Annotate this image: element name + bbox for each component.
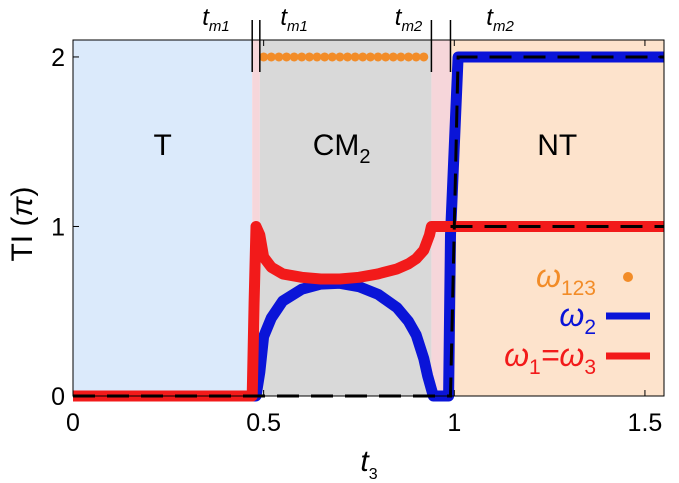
region-NT (450, 40, 664, 396)
series-dot (373, 52, 383, 62)
y-tick-label: 0 (51, 383, 65, 411)
top-label: tm2 (395, 4, 423, 35)
series-dot (312, 52, 322, 62)
accent-mark: ¨ (489, 0, 498, 14)
series-dot (358, 52, 368, 62)
y-tick-label: 1 (51, 213, 65, 241)
series-dot (350, 52, 360, 62)
series-dot (274, 52, 284, 62)
legend-label-0: ω123 (536, 258, 596, 300)
series-dot (343, 52, 353, 62)
series-dot (259, 52, 269, 62)
series-dot (411, 52, 421, 62)
plot-border (72, 39, 665, 397)
plot-frame (72, 39, 665, 397)
region-CM2 (259, 40, 432, 396)
x-tick-label: 0 (66, 409, 80, 437)
region-gap1 (252, 40, 260, 396)
region-T (73, 40, 253, 396)
region-label-T: T (153, 129, 171, 162)
series-dot (381, 52, 391, 62)
phase-regions (73, 40, 664, 396)
legend-label-2: ω1=ω3 (504, 337, 596, 379)
series-dot (327, 52, 337, 62)
x-tick-label: 1 (447, 409, 461, 437)
y-axis-ticks: 0 1 2 (51, 44, 664, 411)
x-axis-label: t3 (360, 445, 377, 483)
series-dot (266, 52, 276, 62)
series-dot (388, 52, 398, 62)
top-markers (251, 20, 452, 72)
accent-mark: ¨ (205, 0, 214, 14)
series-dot (282, 52, 292, 62)
top-label: tm1 (280, 4, 308, 35)
series-dot (396, 52, 406, 62)
series-dot (335, 52, 345, 62)
x-axis-ticks: 0 0.5 1 1.5 (66, 40, 662, 437)
series-dot (304, 52, 314, 62)
series-dot (365, 52, 375, 62)
top-label: tm1 (202, 4, 230, 35)
y-axis-label: TI (π) (6, 186, 39, 261)
x-tick-label: 0.5 (246, 409, 281, 437)
top-label: tm2 (486, 4, 514, 35)
top-labels: tm1¨tm1 tm2 tm2¨ (202, 0, 514, 35)
series-dot (297, 52, 307, 62)
series-dot (404, 52, 414, 62)
region-label-CM2: CM2 (313, 129, 371, 168)
x-tick-label: 1.5 (628, 409, 663, 437)
series-dot (320, 52, 330, 62)
region-label-NT: NT (537, 129, 577, 162)
legend-swatch-0 (623, 272, 633, 282)
series-line-2 (73, 221, 664, 402)
region-labels: T CM2 NT (153, 129, 577, 168)
y-tick-label: 2 (51, 44, 65, 72)
legend-label-1: ω2 (559, 297, 596, 339)
series-dot (289, 52, 299, 62)
series-dot (419, 52, 429, 62)
